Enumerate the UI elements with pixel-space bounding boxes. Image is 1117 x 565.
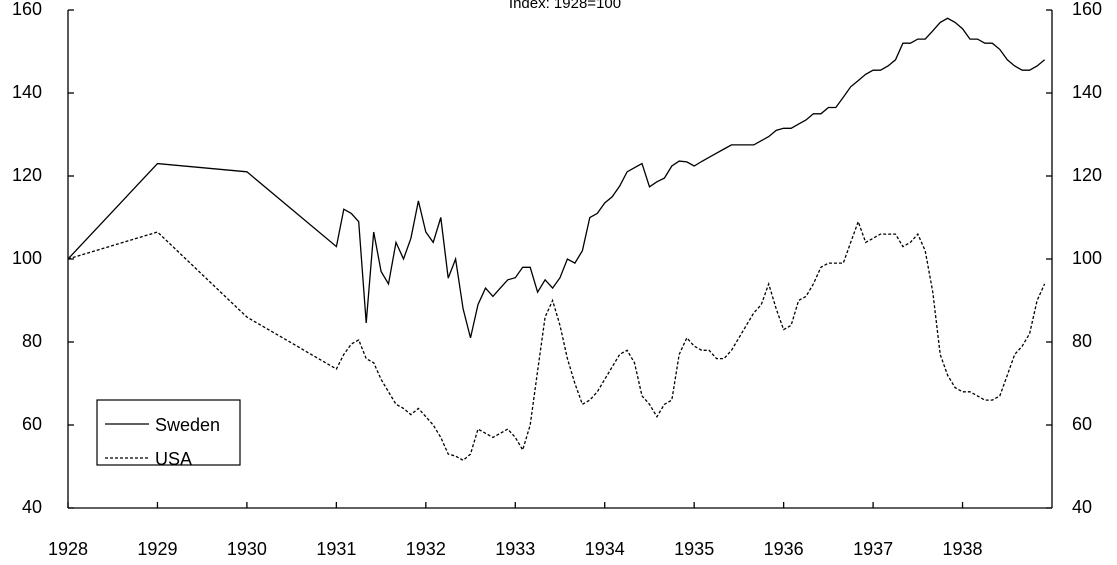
y2-tick-label: 60 bbox=[1072, 414, 1092, 434]
y2-tick-label: 140 bbox=[1072, 82, 1102, 102]
x-tick-label: 1938 bbox=[943, 539, 983, 559]
y2-tick-label: 160 bbox=[1072, 0, 1102, 19]
y-tick-label: 140 bbox=[12, 82, 42, 102]
line-series bbox=[67, 17, 1046, 339]
legend-label: USA bbox=[155, 449, 192, 469]
x-tick-label: 1931 bbox=[316, 539, 356, 559]
y2-tick-label: 40 bbox=[1072, 497, 1092, 517]
y2-tick-label: 100 bbox=[1072, 248, 1102, 268]
y-tick-label: 120 bbox=[12, 165, 42, 185]
y2-tick-label: 120 bbox=[1072, 165, 1102, 185]
legend-box bbox=[96, 399, 241, 466]
y-tick-label: 100 bbox=[12, 248, 42, 268]
chart-title: Index: 1928=100 bbox=[509, 0, 621, 12]
x-tick-label: 1935 bbox=[674, 539, 714, 559]
legend-label: Sweden bbox=[155, 415, 220, 435]
x-tick-label: 1930 bbox=[227, 539, 267, 559]
x-tick-label: 1934 bbox=[585, 539, 625, 559]
x-tick-label: 1928 bbox=[48, 539, 88, 559]
x-tick-label: 1929 bbox=[137, 539, 177, 559]
x-tick-label: 1933 bbox=[495, 539, 535, 559]
x-tick-label: 1937 bbox=[853, 539, 893, 559]
y-tick-label: 160 bbox=[12, 0, 42, 19]
y2-tick-label: 80 bbox=[1072, 331, 1092, 351]
line-series bbox=[67, 219, 1046, 462]
x-tick-label: 1936 bbox=[764, 539, 804, 559]
y-tick-label: 40 bbox=[22, 497, 42, 517]
x-tick-label: 1932 bbox=[406, 539, 446, 559]
y-tick-label: 80 bbox=[22, 331, 42, 351]
y-tick-label: 60 bbox=[22, 414, 42, 434]
